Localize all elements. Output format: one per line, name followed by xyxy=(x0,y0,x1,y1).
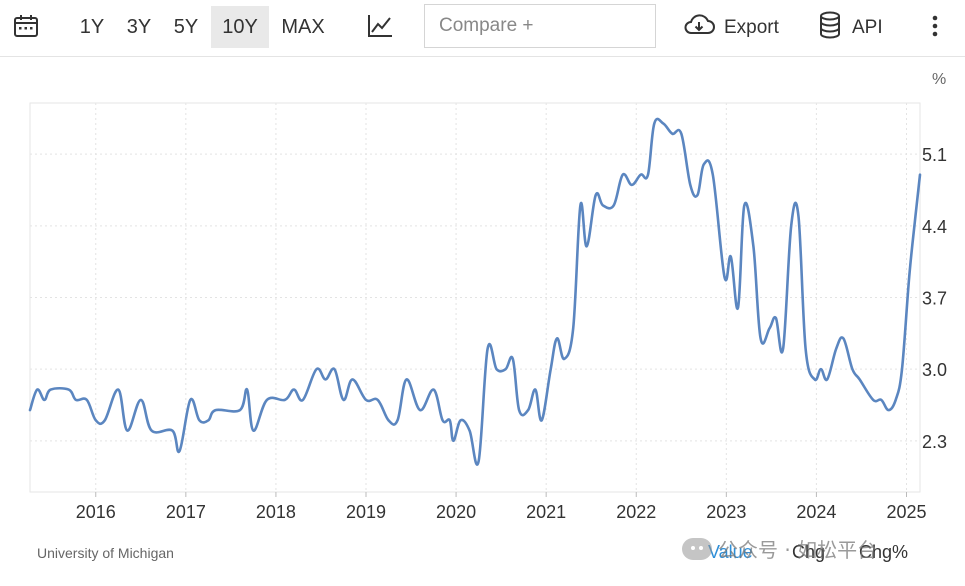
source-label[interactable]: University of Michigan xyxy=(37,545,174,561)
chg-percent-tab[interactable]: Chg% xyxy=(859,542,909,562)
compare-input[interactable] xyxy=(425,5,655,47)
y-tick-label: 3.0 xyxy=(922,360,947,380)
api-label: API xyxy=(852,17,883,38)
y-tick-label: 2.3 xyxy=(922,432,947,452)
x-tick-label: 2018 xyxy=(256,502,296,522)
export-label: Export xyxy=(724,17,779,38)
y-tick-label: 4.4 xyxy=(922,217,947,237)
range-button-1y[interactable]: 1Y xyxy=(79,15,105,38)
x-tick-label: 2023 xyxy=(706,502,746,522)
line-chart: 2.3 3.0 3.7 4.4 5.1 2016 2017 2018 2019 2020 2021 2… xyxy=(28,71,947,522)
plot-frame xyxy=(29,102,921,493)
chart-type-button[interactable] xyxy=(362,9,398,47)
x-tick-label: 2016 xyxy=(76,502,116,522)
range-button-max[interactable]: MAX xyxy=(281,15,325,38)
x-tick-label: 2022 xyxy=(616,502,656,522)
chg-tab[interactable]: Chg xyxy=(792,542,826,562)
x-tick-label: 2024 xyxy=(796,502,836,522)
cloud-download-icon xyxy=(682,13,716,43)
line-chart-icon xyxy=(366,13,394,44)
range-button-10y[interactable]: 10Y xyxy=(211,6,269,48)
calendar-icon xyxy=(13,13,39,44)
unit-label: % xyxy=(932,71,946,88)
value-tab[interactable]: Value xyxy=(708,542,753,562)
y-tick-label: 5.1 xyxy=(922,145,947,165)
x-tick-label: 2019 xyxy=(346,502,386,522)
compare-field[interactable] xyxy=(424,4,656,48)
api-button[interactable]: API xyxy=(818,8,883,48)
x-tick-label: 2020 xyxy=(436,502,476,522)
chart-axes: 2.3 3.0 3.7 4.4 5.1 2016 2017 2018 2019 2020 2021 2… xyxy=(76,71,947,522)
more-options-button[interactable] xyxy=(920,10,950,46)
database-icon xyxy=(818,11,842,45)
x-tick-label: 2021 xyxy=(526,502,566,522)
export-button[interactable]: Export xyxy=(682,8,779,48)
range-button-3y[interactable]: 3Y xyxy=(126,15,152,38)
series-line xyxy=(28,117,922,466)
y-tick-label: 3.7 xyxy=(922,289,947,309)
chart-toolbar: 1Y 3Y 5Y 10Y MAX Export xyxy=(0,0,965,57)
chart-grid xyxy=(30,103,920,492)
vertical-dots-icon xyxy=(931,14,939,43)
x-tick-label: 2017 xyxy=(166,502,206,522)
calendar-button[interactable] xyxy=(6,9,46,47)
range-button-5y[interactable]: 5Y xyxy=(173,15,199,38)
x-tick-label: 2025 xyxy=(886,502,926,522)
